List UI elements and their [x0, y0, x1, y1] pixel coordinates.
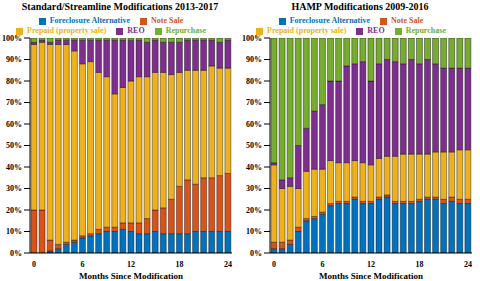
- html-text:Prepaid (property sale): Prepaid (property sale): [27, 26, 107, 35]
- html-text:HAMP Modifications 2009-2016: HAMP Modifications 2009-2016: [291, 1, 429, 12]
- svg-text:30%: 30%: [8, 184, 22, 193]
- svg-text:30%: 30%: [246, 184, 262, 193]
- svg-text:24: 24: [224, 260, 232, 269]
- svg-text:90%: 90%: [246, 55, 262, 64]
- svg-text:12: 12: [367, 260, 375, 269]
- svg-text:10%: 10%: [8, 227, 22, 236]
- html-text:Standard/Streamline Modificati: Standard/Streamline Modifications 2013-2…: [21, 1, 219, 12]
- svg-text:40%: 40%: [8, 163, 22, 172]
- svg-text:6: 6: [81, 260, 85, 269]
- html-text:Foreclosure Alternative: Foreclosure Alternative: [289, 16, 371, 25]
- html-text:Repurchase: Repurchase: [165, 26, 206, 35]
- svg-text:10%: 10%: [246, 227, 262, 236]
- svg-text:18: 18: [175, 260, 183, 269]
- svg-text:70%: 70%: [246, 98, 262, 107]
- svg-text:18: 18: [415, 260, 423, 269]
- svg-text:40%: 40%: [246, 163, 262, 172]
- html-text:Foreclosure Alternative: Foreclosure Alternative: [49, 16, 131, 25]
- svg-text:50%: 50%: [8, 141, 22, 150]
- svg-text:0: 0: [272, 260, 276, 269]
- svg-text:70%: 70%: [8, 98, 22, 107]
- svg-text:100%: 100%: [8, 34, 22, 43]
- html-text:REO: REO: [127, 26, 145, 35]
- svg-text:Months Since Modification: Months Since Modification: [319, 271, 423, 281]
- svg-text:60%: 60%: [246, 120, 262, 129]
- html-text:REO: REO: [367, 26, 385, 35]
- svg-text:24: 24: [464, 260, 472, 269]
- svg-text:0%: 0%: [10, 249, 22, 258]
- svg-text:80%: 80%: [246, 77, 262, 86]
- html-text:Note Sale: Note Sale: [391, 16, 424, 25]
- svg-text:0: 0: [32, 260, 36, 269]
- svg-text:20%: 20%: [246, 206, 262, 215]
- html-text:Repurchase: Repurchase: [405, 26, 446, 35]
- html-text:Note Sale: Note Sale: [151, 16, 184, 25]
- svg-text:12: 12: [127, 260, 135, 269]
- svg-text:90%: 90%: [8, 55, 22, 64]
- svg-text:80%: 80%: [8, 77, 22, 86]
- svg-text:20%: 20%: [8, 206, 22, 215]
- svg-text:100%: 100%: [242, 34, 262, 43]
- svg-text:0%: 0%: [250, 249, 262, 258]
- svg-text:6: 6: [321, 260, 325, 269]
- svg-text:60%: 60%: [8, 120, 22, 129]
- html-text:Prepaid (property sale): Prepaid (property sale): [267, 26, 347, 35]
- svg-text:Months Since Modification: Months Since Modification: [79, 271, 183, 281]
- svg-text:50%: 50%: [246, 141, 262, 150]
